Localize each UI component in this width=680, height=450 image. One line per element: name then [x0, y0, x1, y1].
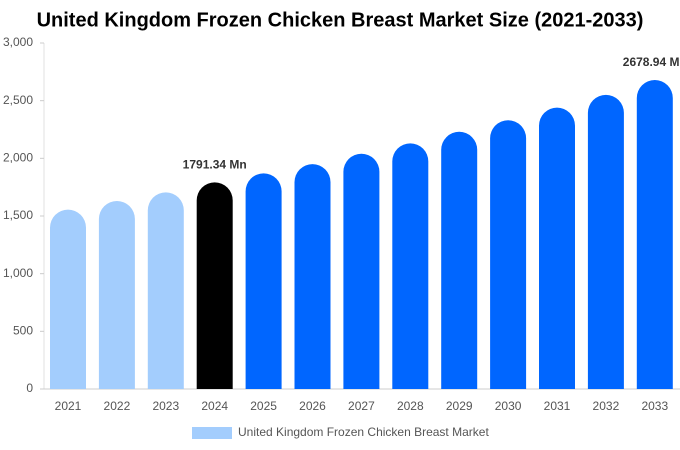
- y-tick-label: 500: [13, 324, 33, 338]
- y-tick-label: 1,000: [3, 266, 33, 280]
- x-tick-label: 2027: [348, 399, 375, 413]
- x-tick-label: 2026: [299, 399, 326, 413]
- bar: [294, 164, 331, 389]
- bar: [441, 131, 478, 389]
- value-label: 2678.94 Mn: [623, 55, 680, 69]
- bar: [50, 209, 86, 389]
- x-tick-label: 2032: [593, 399, 620, 413]
- bar: [587, 94, 624, 389]
- bar: [343, 153, 380, 389]
- bar: [98, 201, 135, 389]
- bar: [147, 192, 184, 389]
- y-tick-label: 2,000: [3, 151, 33, 165]
- x-tick-label: 2028: [397, 399, 424, 413]
- y-tick-label: 1,500: [3, 208, 33, 222]
- value-label: 1791.34 Mn: [183, 158, 247, 172]
- y-tick-label: 3,000: [3, 35, 33, 49]
- x-tick-label: 2031: [544, 399, 571, 413]
- bar: [392, 143, 429, 389]
- bar: [196, 182, 233, 389]
- chart-title: United Kingdom Frozen Chicken Breast Mar…: [37, 9, 644, 31]
- x-tick-label: 2024: [201, 399, 228, 413]
- bar: [636, 80, 673, 389]
- x-tick-label: 2030: [495, 399, 522, 413]
- bar: [490, 120, 527, 390]
- x-tick-label: 2023: [152, 399, 179, 413]
- x-tick-label: 2033: [641, 399, 668, 413]
- y-tick-label: 0: [26, 381, 33, 395]
- x-tick-label: 2029: [446, 399, 473, 413]
- y-tick-label: 2,500: [3, 93, 33, 107]
- x-tick-label: 2025: [250, 399, 277, 413]
- x-tick-label: 2022: [104, 399, 131, 413]
- bar: [245, 173, 282, 389]
- legend-swatch: [192, 427, 232, 439]
- bar: [539, 107, 575, 389]
- legend-label: United Kingdom Frozen Chicken Breast Mar…: [238, 425, 489, 439]
- x-tick-label: 2021: [55, 399, 82, 413]
